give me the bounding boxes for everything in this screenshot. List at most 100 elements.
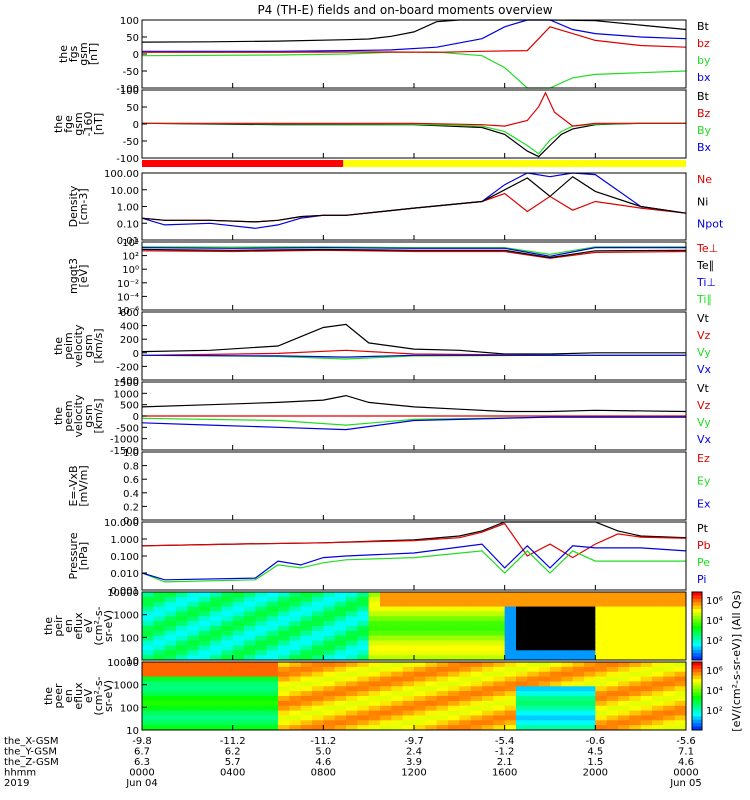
spectrogram-cell (187, 630, 200, 637)
spectrogram-cell (334, 596, 347, 603)
spectrogram-cell (323, 710, 336, 716)
spectrogram-cell (402, 720, 415, 726)
spectrogram-cell (244, 611, 256, 617)
spectrogram-cell (164, 725, 177, 731)
spectrogram-cell (652, 705, 664, 712)
spectrogram-cell (244, 616, 256, 622)
spectrogram-cell (674, 676, 687, 682)
spectrogram-cell (640, 601, 653, 608)
spectrogram-cell (425, 630, 438, 637)
spectrogram-cell (255, 606, 268, 612)
spectrogram-cell (584, 601, 596, 608)
spectrogram-cell (516, 666, 528, 673)
spectrogram-cell (482, 681, 494, 687)
spectrogram-cell (380, 666, 392, 673)
y-tick-label: 0 (133, 50, 139, 61)
series-line-1 (142, 19, 687, 52)
spectrogram-cell (402, 645, 415, 651)
spectrogram-cell (504, 696, 517, 702)
spectrogram-cell (289, 725, 302, 731)
spectrogram-cell (380, 655, 392, 661)
series-line-3 (141, 543, 687, 581)
spectrogram-cell (595, 621, 608, 627)
spectrogram-cell (153, 640, 166, 646)
legend-entry: Ne (697, 173, 712, 186)
colorbar-cell (692, 723, 702, 728)
spectrogram-cell (516, 592, 528, 598)
spectrogram-cell (584, 686, 596, 692)
spectrogram-cell (663, 635, 676, 642)
spectrogram-cell (629, 645, 642, 651)
spectrogram-cell (640, 606, 653, 612)
spectrogram-cell (266, 616, 279, 622)
spectrogram-cell (493, 700, 506, 707)
spectrogram-cell (640, 686, 653, 692)
spectrogram-cell (334, 601, 347, 608)
spectrogram-cell (164, 700, 177, 707)
spectrogram-cell (391, 676, 404, 682)
spectrogram-cell (232, 686, 245, 692)
spectrogram-cell (153, 686, 166, 692)
spectrogram-cell (312, 611, 324, 617)
spectrogram-cell (538, 681, 551, 687)
spectrogram-cell (334, 710, 347, 716)
spectrogram-cell (164, 696, 177, 702)
spectrogram-cell (652, 666, 664, 673)
spectrogram-cell (357, 611, 370, 617)
x-row-value: Jun 04 (125, 778, 158, 789)
spectrogram-cell (640, 640, 653, 646)
spectrogram-cell (323, 681, 336, 687)
spectrogram-cell (346, 616, 358, 622)
spectrogram-cell (414, 606, 426, 612)
spectrogram-cell (504, 700, 517, 707)
spectrogram-cell (595, 655, 608, 661)
spectrogram-cell (618, 635, 630, 642)
spectrogram-cell (640, 662, 653, 668)
spectrogram-cell (606, 640, 619, 646)
spectrogram-cell (244, 720, 256, 726)
series-line-3 (141, 416, 686, 431)
spectrogram-cell (606, 681, 619, 687)
spectrogram-cell (459, 611, 472, 617)
colorbar-cell (692, 636, 702, 641)
spectrogram-cell (153, 626, 166, 632)
spectrogram-cell (663, 691, 676, 697)
spectrogram-cell (584, 626, 596, 632)
spectrogram-cell (470, 681, 483, 687)
spectrogram-cell (516, 650, 528, 656)
spectrogram-cell (323, 621, 336, 627)
spectrogram-cell (629, 662, 642, 668)
spectrogram-cell (561, 666, 574, 673)
spectrogram-cell (142, 681, 154, 687)
spectrogram-cell (142, 720, 154, 726)
spectrogram-cell (459, 720, 472, 726)
spectrogram-cell (652, 626, 664, 632)
spectrogram-cell (334, 606, 347, 612)
spectrogram-cell (334, 725, 347, 731)
spectrogram-cell (493, 626, 506, 632)
legend-entry: Ti∥ (696, 293, 712, 306)
spectrogram-cell (402, 705, 415, 712)
spectrogram-cell (164, 626, 177, 632)
spectrogram-cell (482, 650, 494, 656)
spectrogram-cell (346, 686, 358, 692)
spectrogram-cell (312, 626, 324, 632)
spectrogram-cell (232, 645, 245, 651)
spectrogram-cell (266, 596, 279, 603)
spectrogram-cell (300, 611, 313, 617)
colorbar-cell (692, 682, 702, 687)
spectrogram-cell (402, 640, 415, 646)
spectrogram-cell (414, 655, 426, 661)
spectrogram-cell (300, 616, 313, 622)
spectrogram-cell (323, 635, 336, 642)
y-axis-label: gsm (72, 112, 85, 135)
spectrogram-cell (255, 640, 268, 646)
legend-entry: Vx (697, 363, 712, 376)
spectrogram-cell (176, 606, 188, 612)
x-row-value: Jun 05 (669, 778, 702, 789)
spectrogram-cell (425, 691, 438, 697)
spectrogram-cell (334, 700, 347, 707)
spectrogram-cell (187, 635, 200, 642)
